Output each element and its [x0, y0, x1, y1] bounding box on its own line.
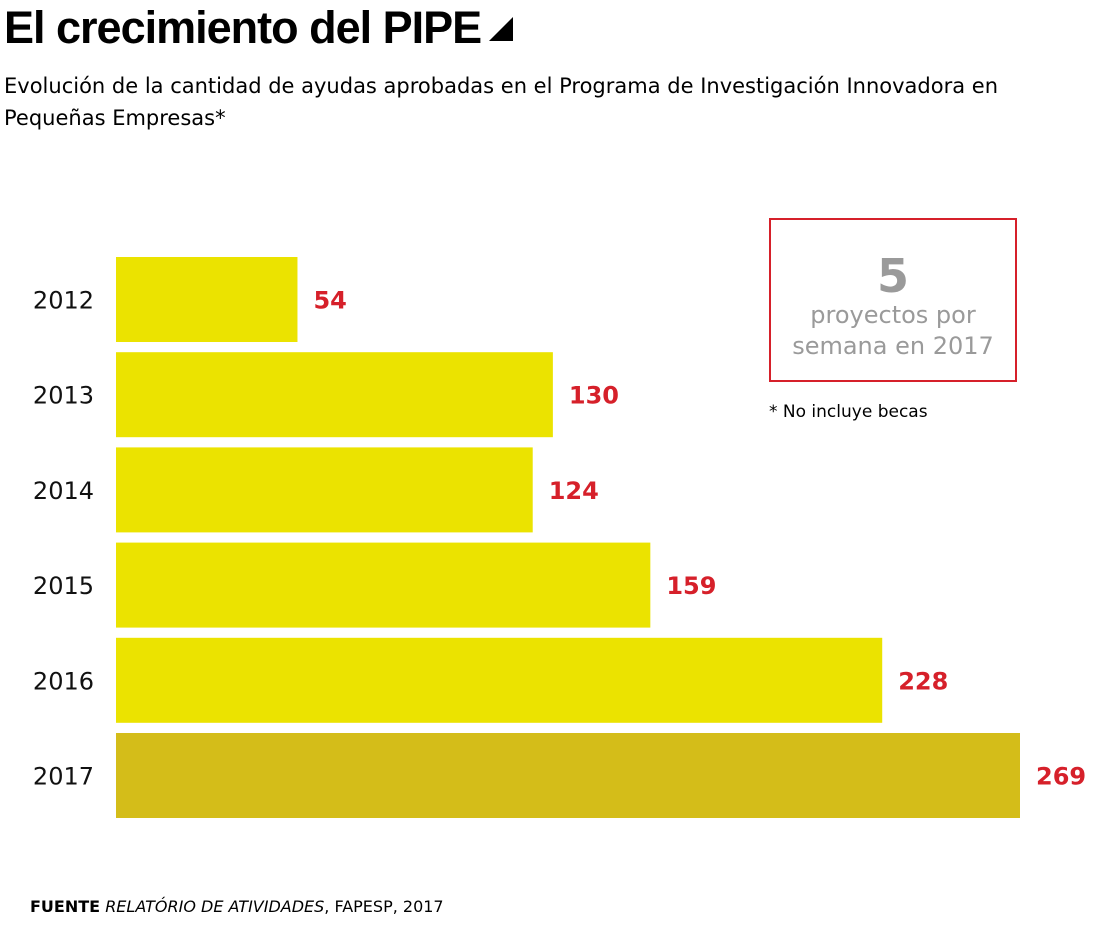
category-label-2012: 2012 — [33, 287, 94, 315]
chart-subtitle: Evolución de la cantidad de ayudas aprob… — [4, 74, 999, 130]
bar-2014 — [116, 447, 533, 533]
category-label-2013: 2013 — [33, 382, 94, 410]
value-label-2015: 159 — [666, 572, 716, 600]
callout-line-1: proyectos por — [810, 301, 976, 329]
category-label-2014: 2014 — [33, 477, 94, 505]
value-label-2012: 54 — [313, 287, 346, 315]
footnote: * No incluye becas — [769, 402, 928, 422]
chart-title: El crecimiento del PIPE — [4, 2, 514, 54]
callout-box: 5 proyectos por semana en 2017 — [769, 218, 1017, 382]
chart-title-text: El crecimiento del PIPE — [4, 2, 482, 53]
bar-2017 — [116, 733, 1020, 818]
callout-line-2: semana en 2017 — [792, 332, 994, 360]
bar-2016 — [116, 637, 883, 723]
bar-2012 — [116, 257, 298, 342]
source-rest: , FAPESP, 2017 — [324, 897, 444, 916]
value-label-2016: 228 — [898, 667, 948, 695]
category-label-2017: 2017 — [33, 763, 94, 791]
callout-number: 5 — [876, 249, 909, 303]
value-label-2014: 124 — [549, 477, 599, 505]
value-label-2013: 130 — [569, 382, 619, 410]
category-label-2016: 2016 — [33, 667, 94, 695]
source-title: RELATÓRIO DE ATIVIDADES — [105, 897, 325, 916]
bar-2015 — [116, 542, 651, 628]
triangle-icon — [489, 17, 514, 41]
category-label-2015: 2015 — [33, 572, 94, 600]
source-label: FUENTE — [30, 897, 101, 916]
value-label-2017: 269 — [1036, 763, 1086, 791]
bar-2013 — [116, 352, 553, 438]
source-note: FUENTE RELATÓRIO DE ATIVIDADES, FAPESP, … — [30, 897, 444, 916]
